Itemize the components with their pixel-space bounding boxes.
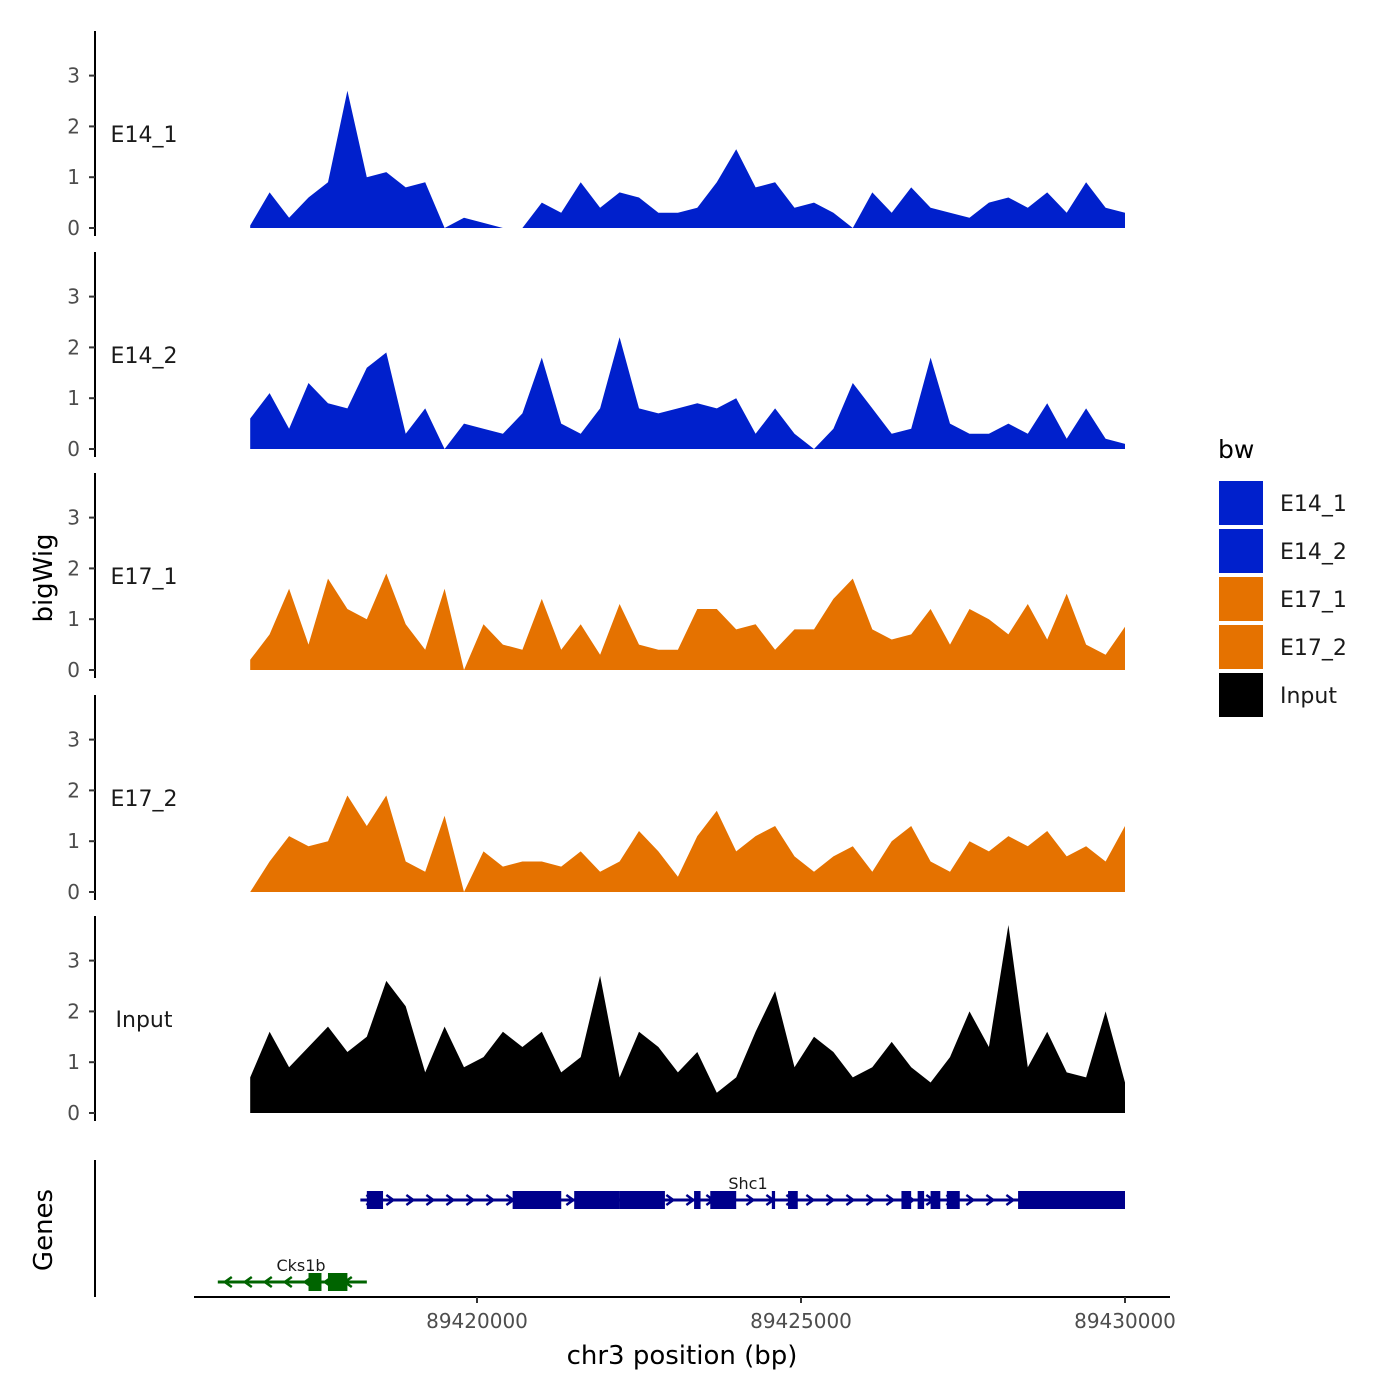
track-E17_2: 0 1 2 3 E17_2 [67,695,1125,904]
gene-exon [946,1191,960,1209]
strand-arrow [685,1193,696,1207]
track-label-E17_1: E17_1 [111,565,178,590]
gene-exon [1018,1191,1125,1209]
legend-label-Input: Input [1280,684,1337,709]
track-label-E14_2: E14_2 [111,344,178,369]
strand-arrow [222,1275,233,1289]
strand-arrow [845,1193,856,1207]
y-tick-label: 2 [67,114,80,138]
y-tick-label: 3 [67,949,80,973]
strand-arrow [282,1275,293,1289]
gene-exon [327,1273,348,1291]
legend-title: bw [1218,435,1254,464]
legend-key-E14_2 [1219,529,1263,573]
strand-arrow [405,1193,416,1207]
signal-area-E14_1 [250,90,1125,228]
gene-exon [917,1191,925,1209]
y-tick-label: 0 [67,216,80,240]
y-axis-title: bigWig [29,533,59,622]
gene-Cks1b: Cks1b [217,1256,367,1291]
strand-arrow [805,1193,816,1207]
x-axis: 89420000 89425000 89430000 [194,1296,1176,1333]
y-tick-label: 0 [67,880,80,904]
gene-exon [574,1191,620,1209]
y-tick-label: 1 [67,165,80,189]
gene-exon [930,1191,941,1209]
strand-arrow [262,1275,273,1289]
gene-exon [366,1191,384,1209]
track-label-Input: Input [116,1008,173,1033]
y-tick-label: 0 [67,437,80,461]
strand-arrow [465,1193,476,1207]
strand-arrow [825,1193,836,1207]
signal-tracks: 0 1 2 3 E14_1 0 1 2 3 E14_2 0 1 2 3 E17_1 0 1 2 3 E17_2 0 1 2 3… [67,31,1125,1125]
signal-area-Input [250,925,1125,1113]
gene-exon [710,1191,737,1209]
gene-exon [901,1191,912,1209]
strand-arrow [425,1193,436,1207]
track-E14_1: 0 1 2 3 E14_1 [67,31,1125,240]
x-tick-label: 89425000 [750,1309,852,1333]
strand-arrow [242,1275,253,1289]
y-tick-label: 0 [67,658,80,682]
x-tick-label: 89420000 [426,1309,528,1333]
y-tick-label: 1 [67,1050,80,1074]
strand-arrow [1005,1193,1016,1207]
legend-key-E17_1 [1219,577,1263,621]
strand-arrow [445,1193,456,1207]
gene-exon [619,1191,665,1209]
y-tick-label: 0 [67,1101,80,1125]
y-tick-label: 3 [67,64,80,88]
y-tick-label: 1 [67,829,80,853]
gene-exon [694,1191,701,1209]
strand-arrow [745,1193,756,1207]
strand-arrow [985,1193,996,1207]
x-tick-label: 89430000 [1074,1309,1176,1333]
strand-arrow [565,1193,576,1207]
strand-arrow [665,1193,676,1207]
y-tick-label: 3 [67,285,80,309]
y-tick-label: 2 [67,335,80,359]
strand-arrow [865,1193,876,1207]
strand-arrow [485,1193,496,1207]
strand-arrow [885,1193,896,1207]
legend-label-E14_1: E14_1 [1280,492,1347,517]
gene-label-Cks1b: Cks1b [276,1256,325,1275]
genes-axis-title: Genes [29,1189,59,1271]
signal-area-E17_2 [250,795,1125,892]
legend-key-E14_1 [1219,481,1263,525]
signal-area-E17_1 [250,573,1125,670]
legend-label-E17_1: E17_1 [1280,588,1347,613]
strand-arrow [965,1193,976,1207]
y-tick-label: 1 [67,607,80,631]
y-tick-label: 3 [67,728,80,752]
y-tick-label: 1 [67,386,80,410]
legend-label-E17_2: E17_2 [1280,636,1347,661]
y-tick-label: 3 [67,506,80,530]
strand-arrow [385,1193,396,1207]
track-label-E14_1: E14_1 [111,123,178,148]
track-E17_1: 0 1 2 3 E17_1 [67,473,1125,682]
gene-exon [308,1273,322,1291]
gene-Shc1: Shc1 [360,1174,1125,1209]
signal-area-E14_2 [250,337,1125,449]
genes-panel: Shc1 Cks1b [94,1160,1125,1297]
track-label-E17_2: E17_2 [111,787,178,812]
gene-exon [512,1191,562,1209]
y-tick-label: 2 [67,778,80,802]
gene-exon [788,1191,798,1209]
track-E14_2: 0 1 2 3 E14_2 [67,252,1125,461]
x-axis-title: chr3 position (bp) [567,1341,798,1371]
legend: bw E14_1 E14_2 E17_1 E17_2 Input [1218,435,1347,717]
legend-key-Input [1219,673,1263,717]
gene-label-Shc1: Shc1 [728,1174,767,1193]
y-tick-label: 2 [67,556,80,580]
gene-exon [771,1191,776,1209]
track-Input: 0 1 2 3 Input [67,916,1125,1125]
legend-label-E14_2: E14_2 [1280,540,1347,565]
y-tick-label: 2 [67,999,80,1023]
legend-key-E17_2 [1219,625,1263,669]
